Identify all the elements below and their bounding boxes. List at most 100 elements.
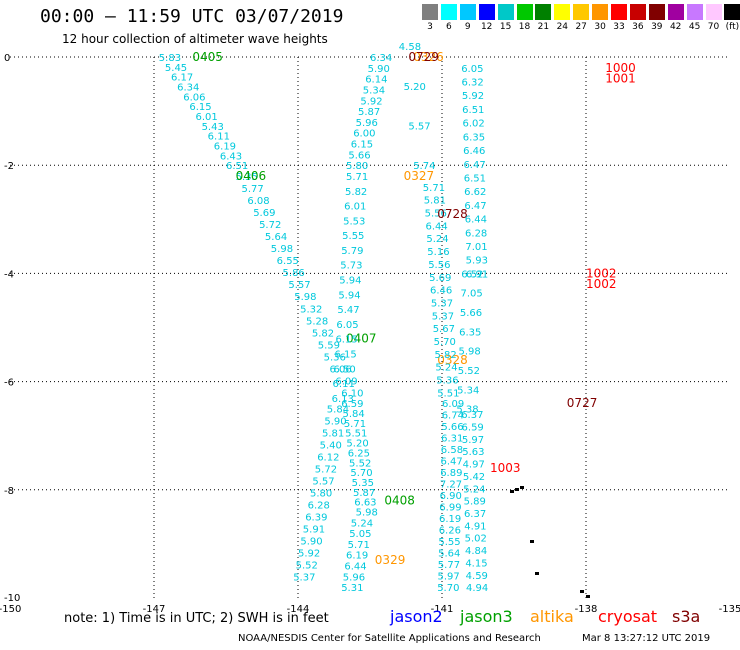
swh-value: 5.70 — [350, 468, 372, 479]
swh-value: 6.15 — [335, 335, 357, 346]
swh-value: 6.35 — [463, 132, 485, 143]
swh-value: 5.51 — [437, 388, 459, 399]
swh-value: 5.98 — [294, 292, 316, 303]
swh-value: 5.71 — [346, 172, 368, 183]
swh-value: 6.15 — [334, 349, 356, 360]
swh-value: 4.58 — [399, 42, 421, 53]
satellite-name: altika — [530, 607, 574, 626]
pass-time-label: 1001 — [605, 72, 636, 86]
swh-value: 6.28 — [308, 500, 330, 511]
swh-value: 6.50 — [334, 364, 356, 375]
swh-value: 5.96 — [356, 118, 378, 129]
swh-value: 5.56 — [425, 209, 447, 220]
swh-value: 6.44 — [426, 221, 448, 232]
lat-tick-label: -6 — [4, 378, 14, 389]
swh-value: 6.13 — [332, 394, 354, 405]
legend-label: 30 — [594, 22, 606, 32]
swh-value: 5.45 — [165, 63, 187, 74]
swh-value: 5.53 — [343, 216, 365, 227]
swh-value: 5.24 — [351, 518, 373, 529]
swh-value: 5.87 — [358, 107, 380, 118]
swh-value: 5.31 — [341, 583, 363, 594]
swh-value: 6.43 — [220, 151, 242, 162]
swh-value: 6.47 — [464, 201, 486, 212]
legend-swatch — [648, 4, 665, 20]
swh-value: 6.00 — [353, 129, 375, 140]
legend-swatch — [629, 4, 646, 20]
swh-value: 5.02 — [465, 534, 487, 545]
island-mark — [510, 490, 514, 493]
satellite-name: jason2 — [390, 607, 443, 626]
pass-time-label: 0729 — [408, 50, 439, 64]
legend-label: 6 — [446, 22, 452, 32]
swh-value: 5.93 — [466, 256, 488, 267]
swh-value: 6.51 — [462, 105, 484, 116]
swh-value: 5.59 — [318, 340, 340, 351]
swh-value: 6.37 — [461, 410, 483, 421]
pass-time-label: 1003 — [490, 461, 521, 475]
legend-swatch — [459, 4, 476, 20]
legend-label: 12 — [480, 22, 493, 32]
legend-swatch — [516, 4, 533, 20]
swh-value: 5.51 — [345, 429, 367, 440]
swh-value: 5.92 — [462, 91, 484, 102]
legend-swatch — [440, 4, 457, 20]
island-mark — [515, 488, 519, 491]
swh-value: 5.36 — [436, 376, 458, 387]
swh-value: 5.87 — [353, 488, 375, 499]
swh-value: 6.25 — [348, 448, 370, 459]
swh-value: 5.71 — [344, 419, 366, 430]
swh-value: 5.90 — [324, 417, 346, 428]
swh-value: 4.91 — [464, 521, 486, 532]
swh-value: 5.92 — [298, 548, 320, 559]
swh-value: 6.17 — [171, 73, 193, 84]
pass-time-label: 0727 — [567, 396, 598, 410]
legend-label: 39 — [651, 22, 663, 32]
swh-value: 6.15 — [351, 140, 373, 151]
lon-tick-label: -144 — [287, 604, 310, 615]
swh-value: 6.12 — [317, 453, 339, 464]
legend-swatch — [573, 4, 590, 20]
swh-value: 6.35 — [459, 327, 481, 338]
legend-label: 27 — [575, 22, 587, 32]
swh-value: 6.02 — [462, 119, 484, 130]
swh-value: 4.84 — [465, 546, 487, 557]
pass-time-label: 0405 — [192, 50, 223, 64]
legend-label: 42 — [669, 22, 682, 32]
swh-value: 5.69 — [429, 273, 451, 284]
pass-time-label: 0329 — [375, 553, 406, 567]
swh-value: 5.73 — [340, 261, 362, 272]
swh-value: 5.77 — [241, 184, 263, 195]
swh-value: 5.72 — [259, 220, 281, 231]
swh-value: 5.83 — [159, 53, 181, 64]
swh-value: 5.36 — [324, 352, 346, 363]
swh-value: 6.31 — [441, 434, 463, 445]
swh-value: 6.39 — [305, 512, 327, 523]
swh-value: 6.06 — [183, 92, 205, 103]
swh-value: 5.66 — [441, 422, 463, 433]
island-mark — [520, 486, 524, 489]
swh-value: 5.97 — [438, 572, 460, 583]
legend-label: 9 — [464, 22, 471, 32]
legend-label: (ft) — [725, 22, 740, 32]
swh-value: 5.91 — [303, 524, 325, 535]
swh-value: 5.37 — [432, 311, 454, 322]
swh-value: 5.98 — [458, 347, 480, 358]
swh-value: 5.24 — [435, 363, 457, 374]
footnote: note: 1) Time is in UTC; 2) SWH is in fe… — [64, 611, 329, 626]
swh-value: 6.74 — [442, 411, 464, 422]
swh-value: 5.24 — [426, 234, 448, 245]
legend-swatch — [686, 4, 703, 20]
swh-value: 5.24 — [463, 484, 485, 495]
swh-value: 7.01 — [465, 242, 487, 253]
pass-time-label: 0407 — [346, 331, 377, 345]
swh-value: 5.43 — [202, 122, 224, 133]
swh-value: 6.34 — [177, 83, 199, 94]
swh-value: 5.89 — [464, 497, 486, 508]
swh-value: 5.70 — [434, 337, 456, 348]
lon-tick-label: -138 — [575, 604, 598, 615]
swh-value: 5.86 — [283, 268, 305, 279]
swh-value: 5.69 — [253, 208, 275, 219]
swh-value: 6.05 — [461, 64, 483, 75]
swh-value: 5.84 — [343, 409, 365, 420]
